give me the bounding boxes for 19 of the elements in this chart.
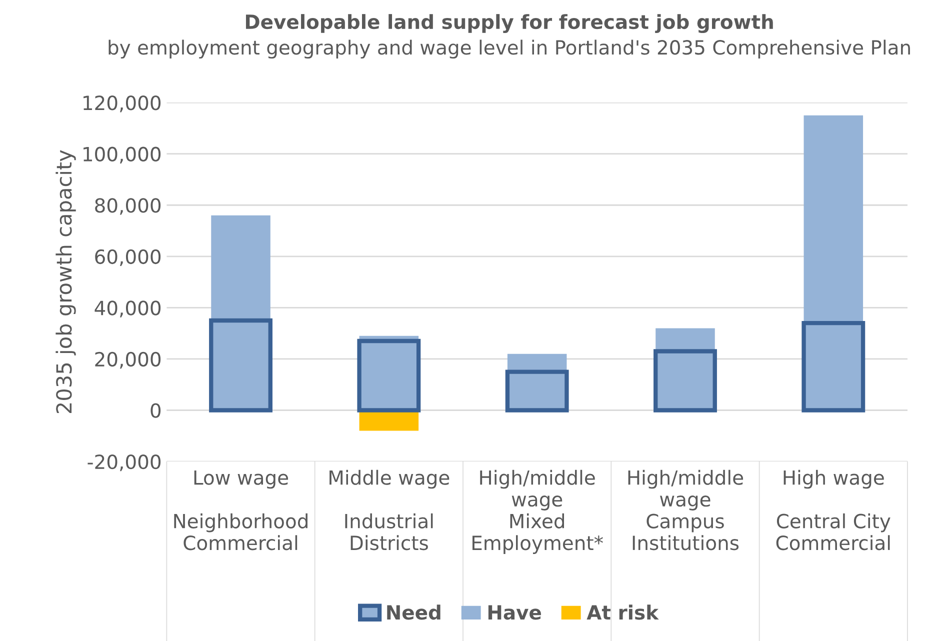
chart-subtitle: by employment geography and wage level in Portland's 2035 Comprehensive Plan [108, 40, 910, 59]
y-tick-label: 120,000 [84, 96, 161, 112]
y-tick-label: 0 [150, 403, 161, 418]
y-tick-label: 60,000 [95, 249, 161, 266]
y-tick-label: 80,000 [95, 198, 161, 215]
legend-label: Need [387, 604, 440, 620]
legend-label: Have [488, 605, 541, 620]
y-tick-label: 100,000 [84, 146, 161, 164]
legend-label: At risk [586, 604, 659, 620]
y-tick-label: -20,000 [88, 454, 161, 472]
x-tick-label: High/middle wage Campus Institutions [628, 470, 744, 550]
x-tick-label: High/middle wage Mixed Employment* [472, 470, 603, 554]
category-label: Low wage Neighborhood Commercial [174, 470, 308, 550]
y-tick-label: 40,000 [94, 300, 161, 318]
category-label: Middle wage Industrial Districts [330, 470, 450, 550]
chart-title: Developable land supply for forecast job growth [246, 14, 773, 34]
category-label: High wage Central City Commercial [776, 470, 890, 550]
y-tick-label: 20,000 [95, 352, 161, 369]
y-axis-title: 2035 job growth capacity [56, 150, 76, 414]
